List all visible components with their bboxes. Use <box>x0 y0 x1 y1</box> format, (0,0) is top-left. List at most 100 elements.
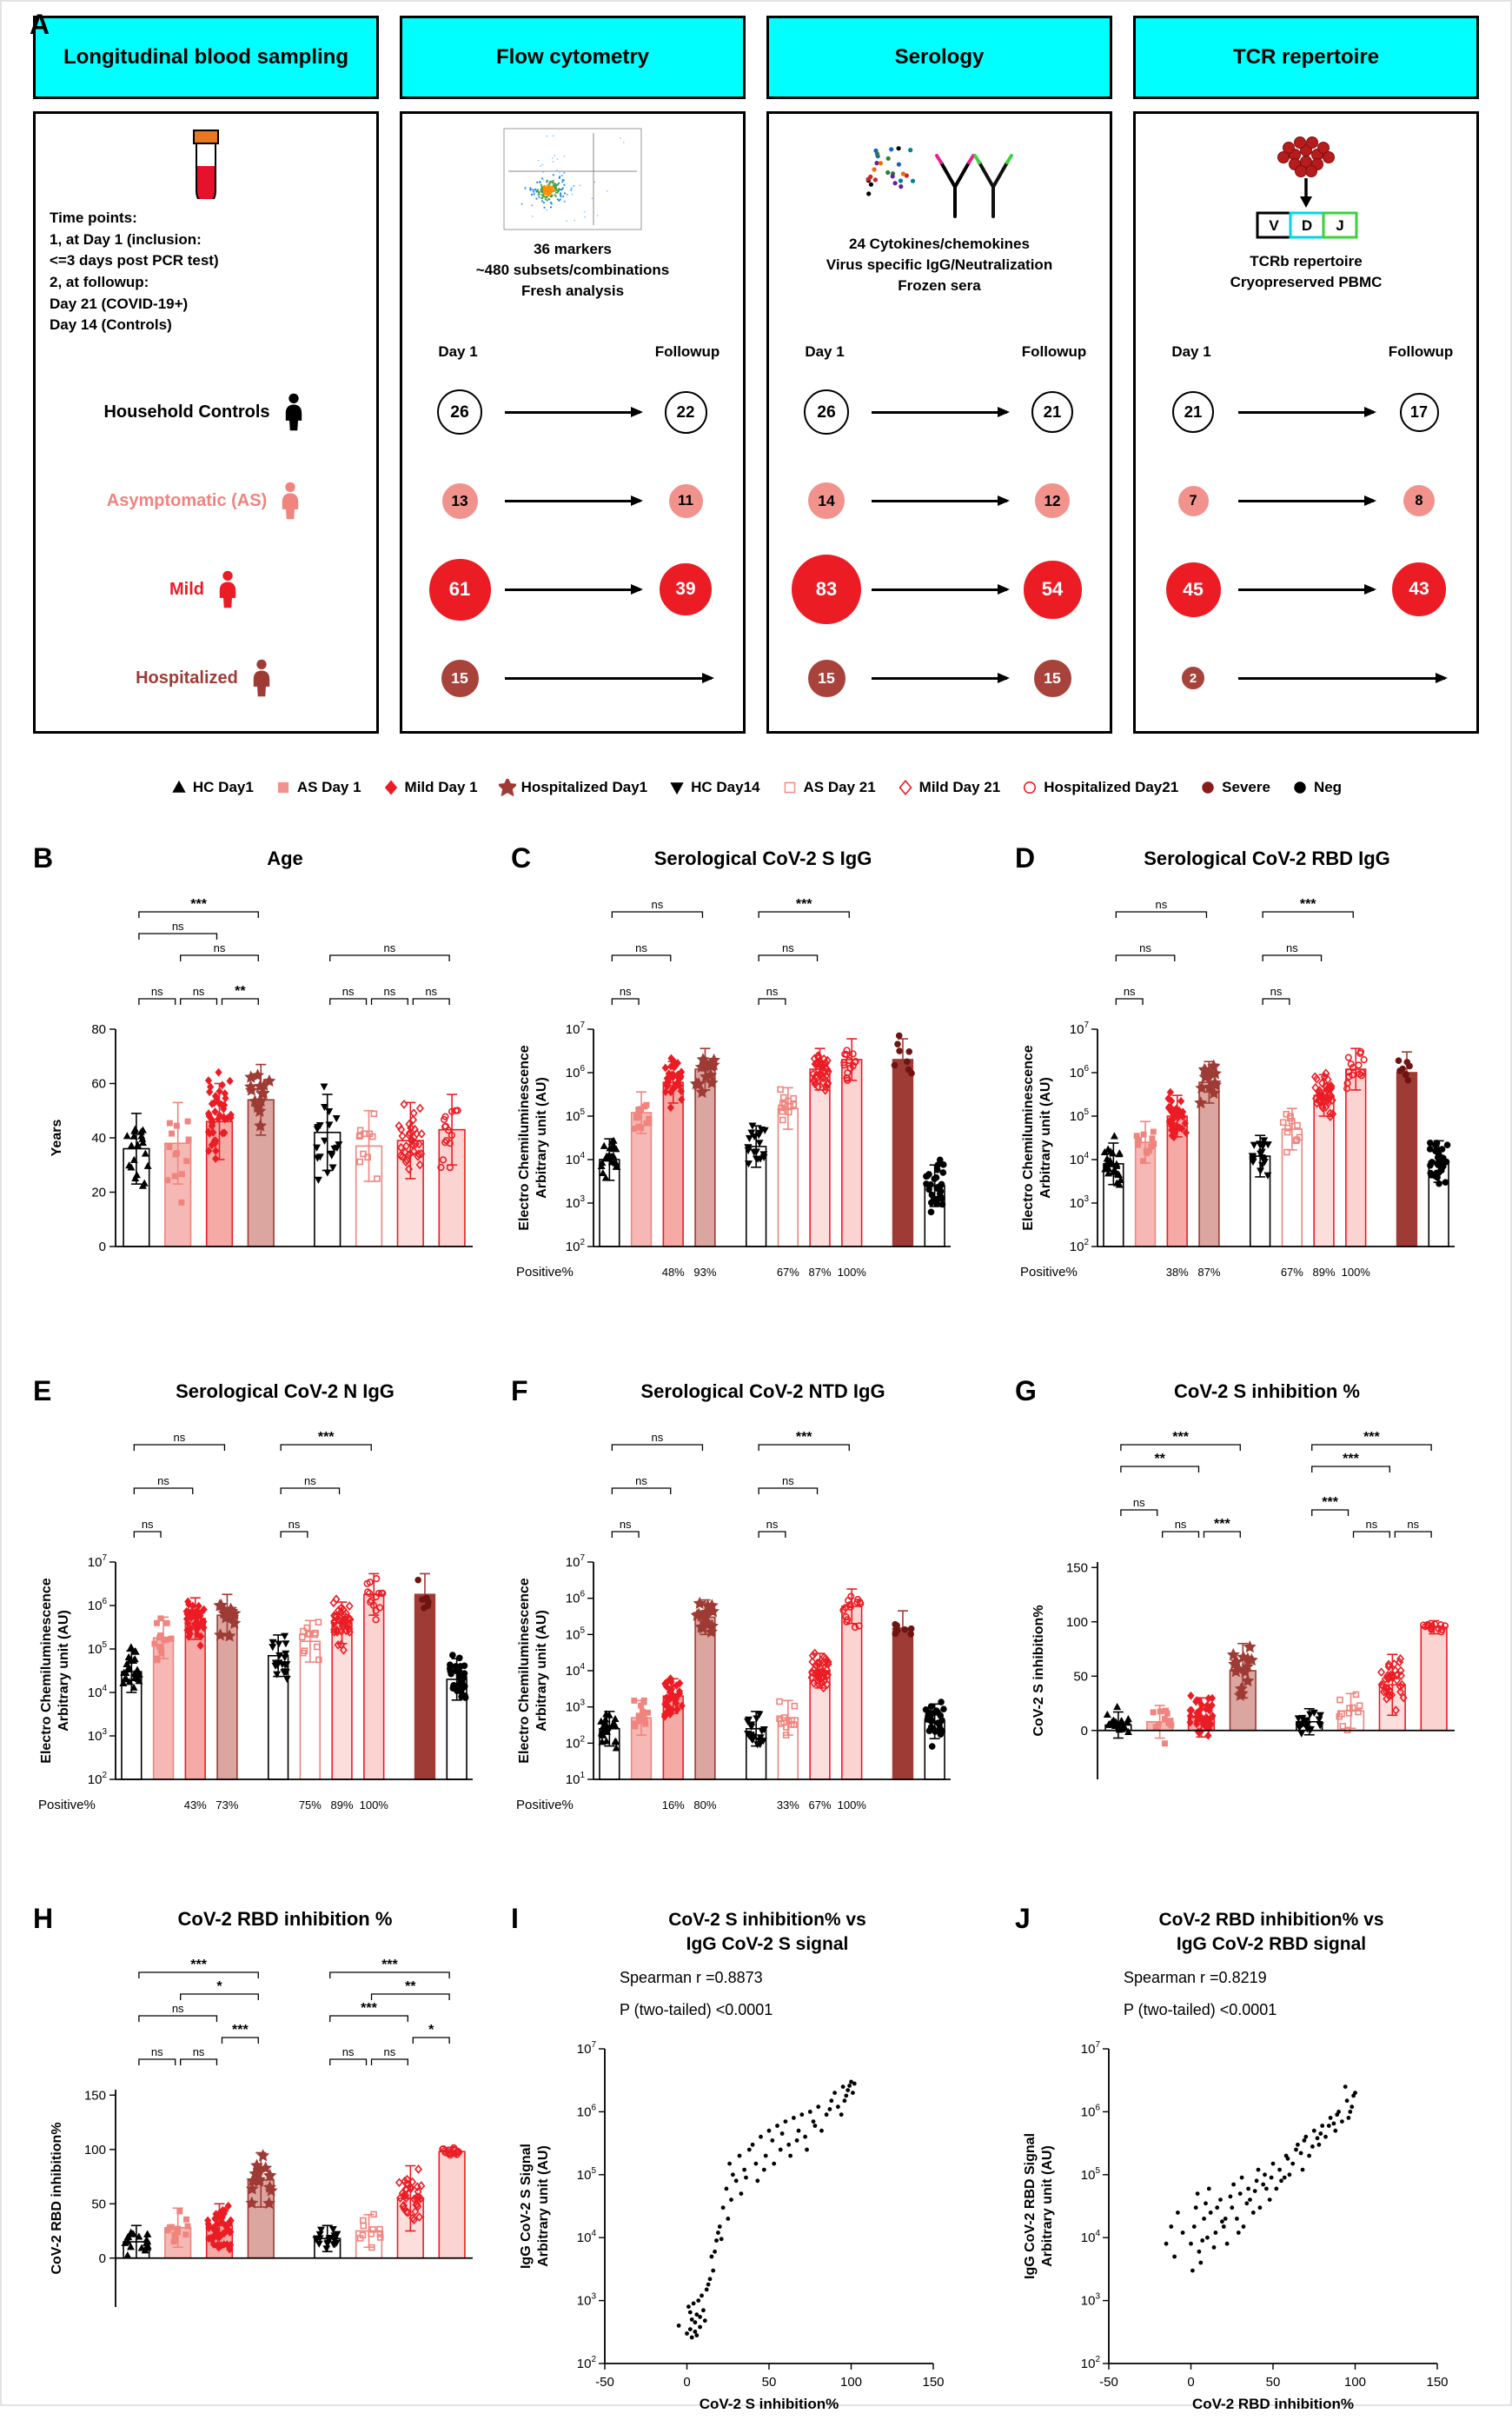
person-icon <box>219 570 236 608</box>
svg-text:CoV-2 S inhibition%: CoV-2 S inhibition% <box>700 2396 839 2412</box>
cohort-flow-row: 45 43 <box>1143 545 1469 634</box>
svg-text:107: 107 <box>566 1553 586 1570</box>
svg-text:103: 103 <box>88 1727 108 1744</box>
svg-text:ns: ns <box>1175 1518 1187 1531</box>
legend-marker-square <box>277 781 288 794</box>
sample-count-circle: 39 <box>660 563 712 615</box>
svg-text:100: 100 <box>1344 2375 1366 2390</box>
panel-j-stats: Spearman r =0.8219 P (two-tailed) <0.000… <box>1124 1969 1489 2019</box>
svg-text:ns: ns <box>652 898 664 911</box>
column-header-tcr-repertoire: TCR repertoire <box>1133 16 1479 99</box>
svg-text:ns: ns <box>193 985 205 998</box>
followup-label: Followup <box>654 343 720 360</box>
panel-j-title-line2: IgG CoV-2 RBD signal <box>1176 1934 1367 1955</box>
svg-text:**: ** <box>235 984 246 999</box>
svg-text:107: 107 <box>566 1021 586 1037</box>
legend-label: AS Day 1 <box>296 779 361 795</box>
svg-text:Positive%: Positive% <box>516 1798 574 1812</box>
legend-marker-circle <box>1024 781 1037 794</box>
legend-item: Mild Day 21 <box>897 779 1000 796</box>
legend-label: Mild Day 1 <box>404 779 478 795</box>
panel-j-label: J <box>1015 1903 1031 1934</box>
panel-h: H CoV-2 RBD inhibition % 0 50 100 150 CoV-2 … <box>33 1903 507 2403</box>
panel-i-chart: 102 103 104 105 106 107 -50 0 50 100 150 CoV-2 S in… <box>519 2040 945 2412</box>
sample-count-circle: 14 <box>808 482 845 519</box>
svg-text:105: 105 <box>1070 1107 1090 1124</box>
svg-text:***: *** <box>190 897 207 912</box>
svg-text:***: *** <box>381 1958 398 1972</box>
flow-arrow <box>505 406 643 417</box>
panel-b-chart: 0 20 40 60 80 Years *** ns ns ns ns ** ns ns ns ns <box>50 897 473 1254</box>
cohort-flow-row: 15 <box>409 634 736 722</box>
svg-text:150: 150 <box>922 2375 944 2390</box>
svg-text:38%: 38% <box>1166 1266 1189 1279</box>
svg-text:Electro Chemiluminescence: Electro Chemiluminescence <box>39 1578 54 1764</box>
svg-text:ns: ns <box>782 1474 794 1487</box>
column-header-longitudinal: Longitudinal blood sampling <box>33 16 379 99</box>
svg-text:ns: ns <box>151 985 163 998</box>
svg-text:ns: ns <box>766 1518 779 1531</box>
column-description: TCRb repertoire Cryopreserved PBMC <box>1230 253 1383 290</box>
svg-text:ns: ns <box>214 941 226 954</box>
svg-text:48%: 48% <box>662 1266 685 1279</box>
svg-text:Positive%: Positive% <box>1020 1265 1078 1280</box>
svg-text:102: 102 <box>1081 2355 1101 2371</box>
svg-text:106: 106 <box>566 1064 586 1080</box>
sample-count-circle: 43 <box>1392 562 1446 616</box>
svg-text:ns: ns <box>1270 985 1283 998</box>
column-description: 36 markers ~480 subsets/combinations Fresh… <box>475 241 670 299</box>
column-body-serology: 24 Cytokines/chemokines Virus specific Ig… <box>766 111 1112 734</box>
svg-text:102: 102 <box>566 1238 586 1254</box>
svg-text:20: 20 <box>91 1186 106 1200</box>
sample-count-circle: 15 <box>441 659 479 697</box>
svg-text:ns: ns <box>766 985 779 998</box>
svg-text:50: 50 <box>762 2375 777 2390</box>
svg-text:ns: ns <box>193 2045 205 2058</box>
legend-marker-star <box>498 779 516 796</box>
svg-text:ns: ns <box>1286 941 1298 954</box>
svg-text:***: *** <box>1363 1430 1380 1445</box>
svg-text:Electro Chemiluminescence: Electro Chemiluminescence <box>1021 1045 1036 1231</box>
panel-f-label: F <box>511 1375 528 1406</box>
column-serology: Serology 24 Cytokines/chemokines Virus sp… <box>766 16 1112 734</box>
legend-label: HC Day1 <box>192 779 254 795</box>
panel-c-chart: 102 103 104 105 106 107 Electro Chemiluminesce… <box>516 897 951 1280</box>
svg-text:ns: ns <box>304 1474 316 1487</box>
sample-count-circle: 21 <box>1031 391 1073 433</box>
legend-marker-circle <box>1202 781 1214 794</box>
sample-count-circle: 26 <box>804 389 849 435</box>
sample-count-circle: 17 <box>1399 392 1439 432</box>
panel-c-title: Serological CoV-2 S IgG <box>653 848 872 869</box>
legend-label: AS Day 21 <box>803 779 876 795</box>
cohort-flow-row: 26 21 <box>776 368 1103 456</box>
legend-marker-diamond <box>384 780 397 795</box>
svg-text:Positive%: Positive% <box>516 1265 574 1280</box>
cohort-flow-row: 2 <box>1143 634 1469 722</box>
svg-text:89%: 89% <box>331 1798 354 1812</box>
person-icon <box>285 393 302 431</box>
panel-i-title-line1: CoV-2 S inhibition% vs <box>668 1910 866 1930</box>
cohort-label: Mild <box>169 579 204 599</box>
svg-text:89%: 89% <box>1313 1266 1336 1279</box>
svg-text:106: 106 <box>566 1590 586 1606</box>
sample-count-circle: 12 <box>1035 483 1070 518</box>
svg-text:75%: 75% <box>299 1798 322 1812</box>
legend-item: Hospitalized Day1 <box>498 779 647 796</box>
panel-j-title: CoV-2 RBD inhibition% vs IgG CoV-2 RBD s… <box>1067 1908 1476 1958</box>
timepoints-text: Time points: 1, at Day 1 (inclusion: <=3 d… <box>50 209 219 334</box>
legend-label: HC Day14 <box>691 779 760 795</box>
svg-text:ns: ns <box>172 2002 184 2015</box>
svg-text:100: 100 <box>1066 1615 1088 1630</box>
sample-count-circle: 21 <box>1172 391 1214 433</box>
panel-h-label: H <box>33 1903 54 1934</box>
followup-label: Followup <box>1388 343 1454 360</box>
panel-b-title: Age <box>267 848 303 869</box>
svg-text:101: 101 <box>566 1771 586 1787</box>
svg-text:IgG CoV-2 RBD Signal: IgG CoV-2 RBD Signal <box>1023 2133 1038 2279</box>
svg-text:16%: 16% <box>662 1798 685 1812</box>
panel-g-label: G <box>1015 1375 1037 1406</box>
panel-c: C Serological CoV-2 S IgG 102 103 104 105 10… <box>511 842 985 1342</box>
cohort-flow-row: 14 12 <box>776 456 1103 545</box>
